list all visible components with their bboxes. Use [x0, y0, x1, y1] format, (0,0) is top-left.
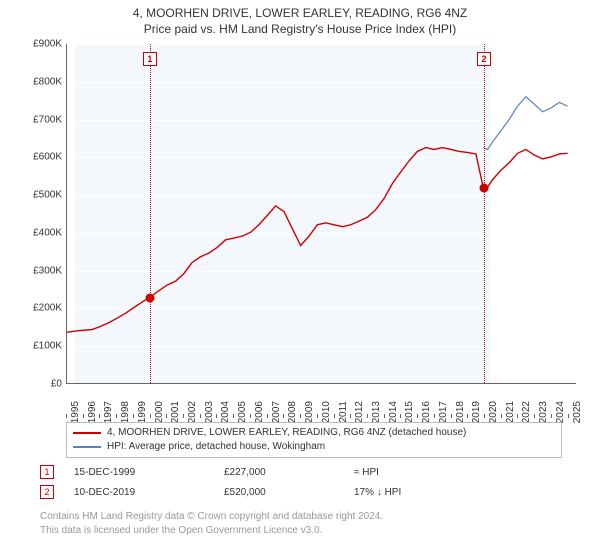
title-subtitle: Price paid vs. HM Land Registry's House … — [0, 22, 600, 36]
x-axis-label: 2025 — [572, 401, 583, 431]
y-axis-label: £600K — [16, 152, 62, 163]
event-price-1: £227,000 — [224, 467, 354, 478]
event-diff-2: 17% ↓ HPI — [354, 487, 454, 498]
y-axis-label: £0 — [16, 379, 62, 390]
event-dot — [145, 294, 154, 303]
event-marker-2: 2 — [40, 485, 54, 499]
y-axis-label: £400K — [16, 227, 62, 238]
y-axis-label: £700K — [16, 114, 62, 125]
legend-line-price — [73, 432, 101, 434]
legend-label-price: 4, MOORHEN DRIVE, LOWER EARLEY, READING,… — [107, 426, 466, 440]
plot-area: 12 — [66, 44, 576, 384]
y-axis-label: £900K — [16, 39, 62, 50]
y-axis-label: £300K — [16, 265, 62, 276]
event-row-1: 1 15-DEC-1999 £227,000 ≈ HPI — [40, 462, 560, 482]
y-axis-label: £800K — [16, 76, 62, 87]
event-marker-chart: 1 — [143, 52, 157, 66]
event-date-1: 15-DEC-1999 — [74, 467, 224, 478]
event-marker-1: 1 — [40, 465, 54, 479]
footer-copyright: Contains HM Land Registry data © Crown c… — [40, 510, 560, 524]
footer: Contains HM Land Registry data © Crown c… — [40, 510, 560, 538]
event-diff-1: ≈ HPI — [354, 467, 454, 478]
legend-line-hpi — [73, 446, 101, 448]
event-marker-chart: 2 — [477, 52, 491, 66]
event-dot — [480, 183, 489, 192]
chart: 12 £0£100K£200K£300K£400K£500K£600K£700K… — [16, 44, 584, 414]
legend-label-hpi: HPI: Average price, detached house, Woki… — [107, 440, 325, 454]
event-row-2: 2 10-DEC-2019 £520,000 17% ↓ HPI — [40, 482, 560, 502]
y-axis-label: £200K — [16, 303, 62, 314]
events-table: 1 15-DEC-1999 £227,000 ≈ HPI 2 10-DEC-20… — [40, 462, 560, 502]
title-address: 4, MOORHEN DRIVE, LOWER EARLEY, READING,… — [0, 6, 600, 20]
y-axis-label: £500K — [16, 190, 62, 201]
legend-item-price: 4, MOORHEN DRIVE, LOWER EARLEY, READING,… — [73, 426, 555, 440]
legend-item-hpi: HPI: Average price, detached house, Woki… — [73, 440, 555, 454]
event-price-2: £520,000 — [224, 487, 354, 498]
y-axis-label: £100K — [16, 341, 62, 352]
footer-licence: This data is licensed under the Open Gov… — [40, 524, 560, 538]
legend: 4, MOORHEN DRIVE, LOWER EARLEY, READING,… — [66, 422, 562, 458]
event-date-2: 10-DEC-2019 — [74, 487, 224, 498]
